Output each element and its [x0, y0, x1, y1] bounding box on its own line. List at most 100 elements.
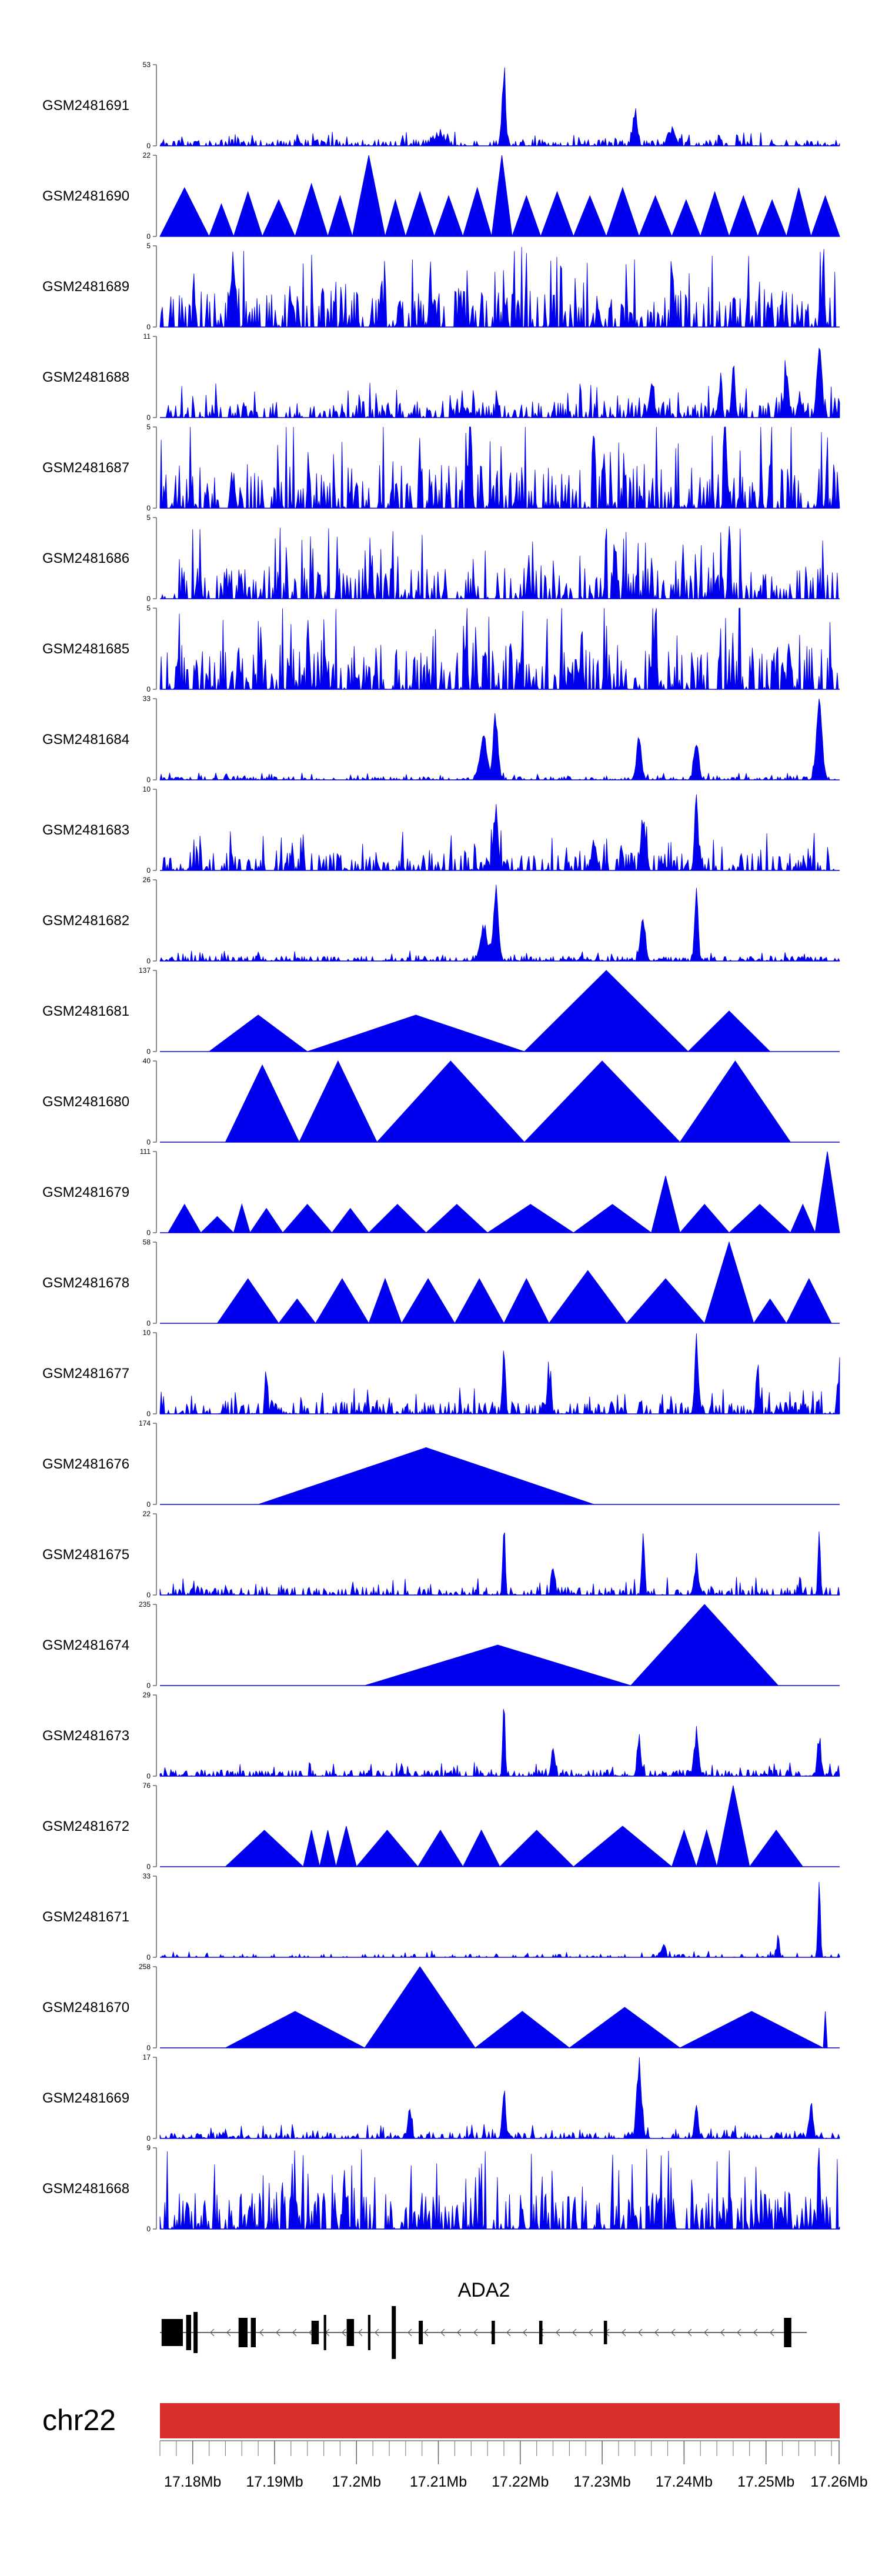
strand-arrow	[506, 2328, 511, 2337]
exon-block	[323, 2315, 326, 2350]
track-GSM2481686: GSM2481686 5 0	[42, 513, 840, 603]
strand-arrow	[407, 2328, 412, 2337]
strand-arrow	[704, 2328, 709, 2337]
gene-track: ADA2	[160, 2279, 807, 2359]
x-tick-label: 17.21Mb	[410, 2474, 467, 2490]
exon-block	[250, 2318, 256, 2347]
track-label: GSM2481679	[42, 1184, 129, 1200]
strand-arrow	[259, 2328, 264, 2337]
strand-arrow	[622, 2328, 626, 2337]
track-GSM2481676: GSM2481676 174 0	[42, 1419, 840, 1509]
signal-area	[160, 1881, 840, 1958]
track-GSM2481683: GSM2481683 10 0	[42, 785, 840, 875]
x-tick-label: 17.25Mb	[737, 2474, 794, 2490]
track-GSM2481690: GSM2481690 22 0	[42, 151, 840, 241]
y-tick-label-max: 258	[139, 1963, 151, 1971]
track-GSM2481688: GSM2481688 11 0	[42, 332, 840, 422]
exon-block	[392, 2306, 396, 2359]
y-tick-label-max: 33	[143, 1872, 151, 1880]
track-label: GSM2481677	[42, 1366, 129, 1382]
chromosome-label: chr22	[42, 2404, 116, 2437]
y-tick-label-max: 53	[143, 61, 151, 69]
exon-block	[193, 2312, 198, 2353]
y-tick-label-min: 0	[146, 2225, 151, 2233]
y-tick-label-min: 0	[146, 2044, 151, 2052]
track-label: GSM2481671	[42, 1909, 129, 1925]
track-label: GSM2481669	[42, 2090, 129, 2106]
y-tick-label-min: 0	[146, 1500, 151, 1509]
strand-arrow	[276, 2328, 280, 2337]
y-tick-label-max: 111	[140, 1147, 151, 1156]
strand-arrow	[572, 2328, 577, 2337]
signal-area	[216, 1241, 832, 1324]
y-tick-label-max: 33	[143, 695, 151, 703]
signal-area	[159, 1709, 840, 1777]
track-GSM2481677: GSM2481677 10 0	[42, 1329, 840, 1418]
y-tick-label-min: 0	[146, 1319, 151, 1327]
track-label: GSM2481673	[42, 1728, 129, 1744]
exon-block	[311, 2321, 319, 2344]
y-tick-label-max: 22	[143, 1510, 151, 1518]
y-tick-label-min: 0	[146, 685, 151, 693]
track-label: GSM2481682	[42, 913, 129, 929]
strand-arrow	[473, 2328, 478, 2337]
y-tick-label-min: 0	[146, 1410, 151, 1418]
track-label: GSM2481678	[42, 1275, 129, 1291]
signal-area	[159, 885, 840, 962]
y-tick-label-max: 174	[139, 1419, 151, 1427]
exon-block	[539, 2321, 543, 2344]
y-tick-label-max: 10	[143, 1329, 151, 1337]
y-tick-label-max: 29	[143, 1691, 151, 1699]
signal-area	[160, 347, 840, 419]
track-GSM2481687: GSM2481687 5 0	[42, 423, 840, 512]
y-tick-label-max: 5	[146, 242, 151, 250]
signal-area	[160, 794, 840, 872]
signal-area	[159, 698, 840, 781]
track-label: GSM2481689	[42, 279, 129, 295]
track-GSM2481682: GSM2481682 26 0	[42, 876, 840, 965]
strand-arrow	[375, 2328, 379, 2337]
y-tick-label-min: 0	[146, 1047, 151, 1056]
track-GSM2481689: GSM2481689 5 0	[42, 242, 840, 331]
strand-arrow	[292, 2328, 297, 2337]
strand-arrow	[424, 2328, 429, 2337]
strand-arrow	[358, 2328, 363, 2337]
strand-arrow	[342, 2328, 346, 2337]
track-GSM2481674: GSM2481674 235 0	[42, 1600, 840, 1690]
track-GSM2481691: GSM2481691 53 0	[42, 61, 840, 150]
track-label: GSM2481690	[42, 188, 129, 204]
track-label: GSM2481691	[42, 98, 129, 114]
y-tick-label-max: 11	[143, 332, 151, 341]
signal-area	[159, 2147, 840, 2230]
y-tick-label-min: 0	[146, 595, 151, 603]
y-tick-label-min: 0	[146, 323, 151, 331]
y-tick-label-min: 0	[146, 1863, 151, 1871]
strand-arrow	[440, 2328, 445, 2337]
y-tick-label-max: 26	[143, 876, 151, 884]
x-tick-label: 17.26Mb	[810, 2474, 867, 2490]
track-label: GSM2481674	[42, 1637, 129, 1653]
track-label: GSM2481668	[42, 2181, 129, 2197]
track-label: GSM2481670	[42, 2000, 129, 2016]
exon-block	[419, 2321, 423, 2344]
x-tick-label: 17.18Mb	[164, 2474, 221, 2490]
track-label: GSM2481680	[42, 1094, 129, 1110]
y-tick-label-min: 0	[146, 866, 151, 875]
y-tick-label-max: 40	[143, 1057, 151, 1065]
signal-area	[159, 246, 840, 328]
strand-arrow	[753, 2328, 758, 2337]
y-tick-label-min: 0	[146, 232, 151, 241]
track-GSM2481675: GSM2481675 22 0	[42, 1510, 840, 1599]
strand-arrow	[589, 2328, 593, 2337]
track-label: GSM2481681	[42, 1003, 129, 1019]
strand-arrow	[523, 2328, 527, 2337]
track-GSM2481669: GSM2481669 17 0	[42, 2053, 840, 2143]
x-tick-label: 17.22Mb	[492, 2474, 549, 2490]
chromosome-band	[160, 2403, 840, 2438]
track-label: GSM2481675	[42, 1547, 129, 1563]
track-GSM2481671: GSM2481671 33 0	[42, 1872, 840, 1961]
exon-block	[238, 2318, 248, 2347]
signal-area	[159, 67, 840, 147]
chromosome-ideogram: chr22	[42, 2403, 840, 2438]
